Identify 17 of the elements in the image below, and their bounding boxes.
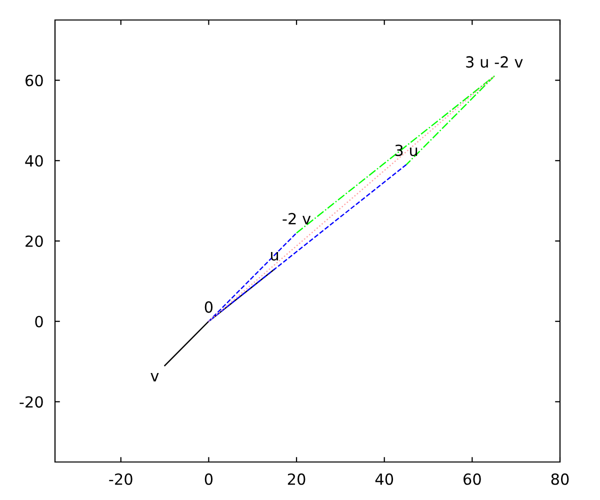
y-tick-label: 40 [25,155,43,167]
y-tick-label: 60 [26,74,43,86]
x-tick-label: 60 [464,473,481,485]
x-tick-label: -20 [109,473,132,485]
x-tick-label: 40 [375,473,394,485]
annotation: -2 v [282,212,311,224]
annotation: 3 u [395,144,418,156]
y-tick-label: 0 [35,316,43,328]
x-tick-label: 20 [288,473,306,485]
annotation: v [150,372,159,382]
x-tick-label: 0 [204,473,213,485]
annotation: 0 [204,301,213,313]
annotation: 3 u -2 v [466,56,523,68]
y-tick-label: -20 [20,396,43,408]
y-tick-label: 20 [26,235,43,248]
annotation: u [271,252,278,261]
x-tick-label: 80 [551,473,569,485]
